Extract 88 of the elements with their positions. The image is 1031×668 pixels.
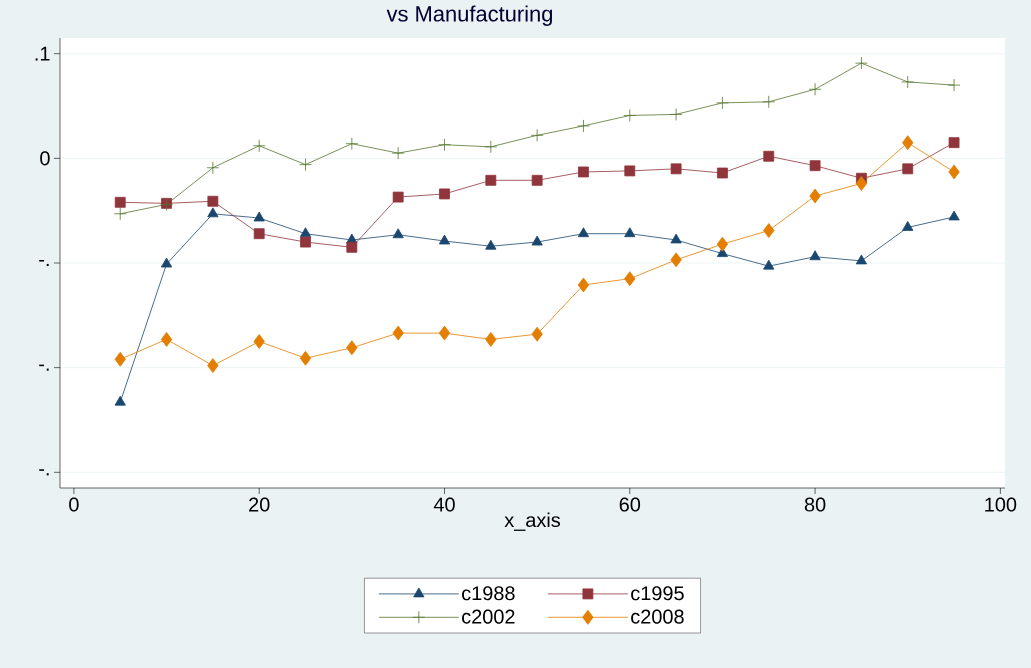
point — [345, 137, 359, 151]
y-tick-label: -. — [39, 364, 49, 371]
x-axis-title: x_axis — [504, 512, 561, 531]
point — [160, 257, 173, 268]
point — [392, 191, 404, 203]
point — [114, 395, 126, 406]
point — [577, 277, 590, 293]
point — [902, 163, 914, 175]
point — [207, 207, 219, 218]
legend-label: c1995 — [631, 586, 684, 601]
x-tick-label: 40 — [433, 497, 455, 512]
point — [948, 210, 960, 221]
point — [670, 233, 682, 244]
x-tick-label: 80 — [804, 497, 826, 512]
point — [531, 174, 543, 186]
point — [485, 331, 497, 347]
point — [114, 351, 126, 367]
point — [716, 96, 729, 110]
x-tick-label: 20 — [249, 497, 270, 512]
point — [300, 236, 311, 248]
point — [485, 174, 497, 186]
legend-label: c2002 — [462, 609, 515, 624]
point — [485, 239, 497, 250]
legend-label: c2008 — [631, 609, 684, 624]
point — [762, 95, 776, 109]
point — [253, 211, 265, 222]
point — [809, 250, 821, 261]
point — [902, 135, 914, 151]
legend-label: c1988 — [462, 586, 515, 601]
point — [669, 107, 683, 121]
point — [299, 227, 312, 238]
point — [578, 166, 589, 178]
point — [252, 139, 266, 153]
point — [113, 207, 127, 221]
point — [623, 109, 637, 122]
point — [855, 176, 868, 191]
point — [391, 146, 405, 160]
point — [484, 140, 498, 154]
y-tick-label: -. — [39, 469, 49, 476]
point — [392, 325, 404, 341]
point — [530, 128, 544, 142]
point — [299, 350, 312, 366]
point — [855, 56, 868, 70]
point — [438, 234, 451, 245]
point — [346, 241, 358, 253]
y-tick-label: .1 — [35, 46, 50, 61]
point — [531, 235, 543, 246]
point — [948, 137, 960, 149]
point — [299, 158, 312, 172]
chart-title: vs Manufacturing — [386, 5, 553, 26]
point — [577, 227, 590, 238]
y-tick-label: 0 — [40, 151, 50, 166]
point — [160, 331, 173, 347]
point — [206, 161, 220, 175]
point — [346, 340, 358, 356]
point — [624, 165, 636, 177]
point — [716, 236, 729, 252]
point — [253, 228, 265, 240]
point — [531, 326, 543, 342]
point — [207, 358, 219, 373]
point — [624, 227, 636, 238]
x-tick-label: 60 — [619, 497, 641, 512]
point — [670, 163, 682, 175]
point — [763, 150, 775, 162]
point — [577, 119, 590, 133]
point — [114, 196, 126, 208]
point — [763, 223, 775, 238]
point — [855, 254, 867, 265]
point — [624, 271, 636, 287]
x-tick-label: 0 — [69, 497, 79, 512]
point — [809, 188, 821, 204]
x-tick-label: 100 — [985, 497, 1017, 512]
y-tick-label: -. — [39, 259, 49, 267]
point — [901, 75, 915, 89]
point — [809, 160, 821, 172]
point — [439, 188, 450, 200]
point — [717, 167, 728, 179]
point — [438, 325, 451, 341]
point — [392, 228, 404, 239]
point — [670, 252, 682, 268]
point — [902, 221, 914, 231]
point — [763, 259, 775, 270]
point — [253, 334, 265, 349]
point — [808, 82, 822, 96]
point — [438, 138, 451, 152]
point — [207, 195, 219, 207]
point — [948, 164, 960, 180]
point — [947, 78, 961, 92]
